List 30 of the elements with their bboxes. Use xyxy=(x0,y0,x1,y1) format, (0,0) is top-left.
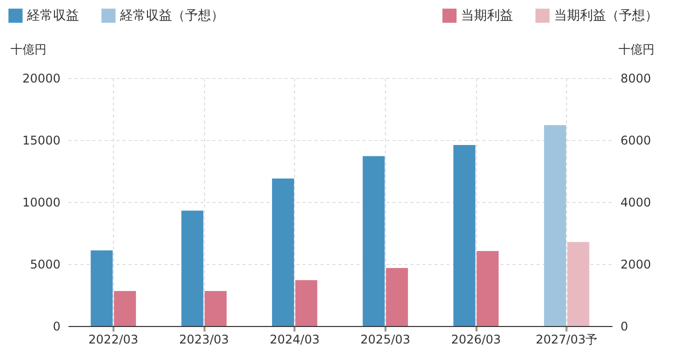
x-tick-label: 2022/03 xyxy=(88,332,138,346)
y2-axis-title: 十億円 xyxy=(618,42,654,56)
bar xyxy=(544,125,566,326)
y-tick-label: 10000 xyxy=(22,196,60,210)
x-tick-label: 2025/03 xyxy=(360,332,410,346)
legend-label: 当期利益 xyxy=(461,8,513,24)
y-tick-label: 0 xyxy=(52,320,60,334)
y2-tick-label: 4000 xyxy=(620,196,652,210)
bar xyxy=(362,156,385,326)
y2-tick-label: 2000 xyxy=(620,258,652,272)
bar xyxy=(453,144,476,326)
bar xyxy=(181,210,204,326)
y-tick-label: 5000 xyxy=(30,258,60,272)
y-tick-label: 20000 xyxy=(22,72,60,86)
y-axis-title: 十億円 xyxy=(10,42,46,56)
legend-label: 経常収益 xyxy=(26,8,79,24)
y2-tick-label: 6000 xyxy=(620,134,652,148)
bar xyxy=(204,290,227,326)
bar xyxy=(272,178,294,326)
y-tick-label: 15000 xyxy=(22,134,60,148)
x-tick-label: 2024/03 xyxy=(270,332,320,346)
legend-label: 経常収益（予想） xyxy=(119,8,224,24)
x-tick-label: 2027/03予 xyxy=(536,332,598,346)
bar xyxy=(90,250,113,326)
y2-tick-label: 0 xyxy=(620,320,628,334)
legend-label: 当期利益（予想） xyxy=(554,8,658,24)
bar xyxy=(295,280,318,326)
y2-tick-label: 8000 xyxy=(620,72,652,86)
x-tick-label: 2026/03 xyxy=(451,332,501,346)
x-tick-label: 2023/03 xyxy=(179,332,229,346)
